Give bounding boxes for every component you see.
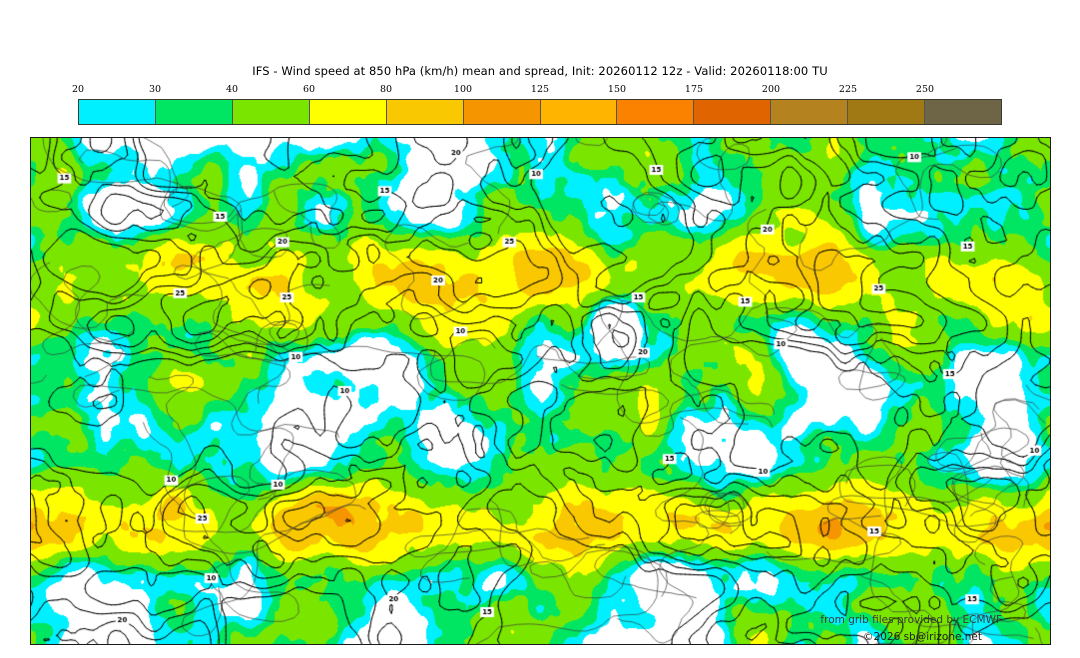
colorbar-segment bbox=[232, 100, 310, 124]
colorbar bbox=[78, 99, 1002, 125]
colorbar-tick-label: 225 bbox=[838, 84, 858, 95]
colorbar-tick-label: 40 bbox=[225, 84, 239, 95]
colorbar-tick-label: 250 bbox=[915, 84, 935, 95]
colorbar-tick-label: 200 bbox=[761, 84, 781, 95]
page-title: IFS - Wind speed at 850 hPa (km/h) mean … bbox=[252, 64, 828, 78]
colorbar-tick-label: 60 bbox=[302, 84, 316, 95]
colorbar-tick-label: 20 bbox=[71, 84, 85, 95]
colorbar-segment bbox=[309, 100, 387, 124]
colorbar-segment bbox=[617, 100, 695, 124]
map-panel[interactable] bbox=[30, 137, 1051, 645]
colorbar-segment bbox=[540, 100, 618, 124]
colorbar-tick-label: 150 bbox=[607, 84, 627, 95]
colorbar-tick-label: 100 bbox=[453, 84, 473, 95]
colorbar-segment bbox=[463, 100, 541, 124]
colorbar-tick-label: 80 bbox=[379, 84, 393, 95]
colorbar-segment bbox=[694, 100, 772, 124]
colorbar-segment bbox=[155, 100, 233, 124]
colorbar-tick-label: 175 bbox=[684, 84, 704, 95]
colorbar-segment bbox=[386, 100, 464, 124]
colorbar-segment bbox=[771, 100, 849, 124]
colorbar-tick-labels: 20 30 40 60 80 100 125 150 175 200 225 250 bbox=[72, 84, 1002, 98]
copyright-notice: ©2026 sb@irizone.net bbox=[863, 631, 982, 643]
wind-speed-map[interactable] bbox=[31, 138, 1050, 644]
colorbar-segment bbox=[848, 100, 926, 124]
colorbar-segment bbox=[79, 100, 156, 124]
colorbar-segment bbox=[925, 100, 1002, 124]
colorbar-segments bbox=[78, 99, 1002, 125]
data-source-attribution: from grib files provided by ECMWF bbox=[820, 614, 1002, 626]
colorbar-tick-label: 125 bbox=[530, 84, 550, 95]
colorbar-tick-label: 30 bbox=[148, 84, 162, 95]
